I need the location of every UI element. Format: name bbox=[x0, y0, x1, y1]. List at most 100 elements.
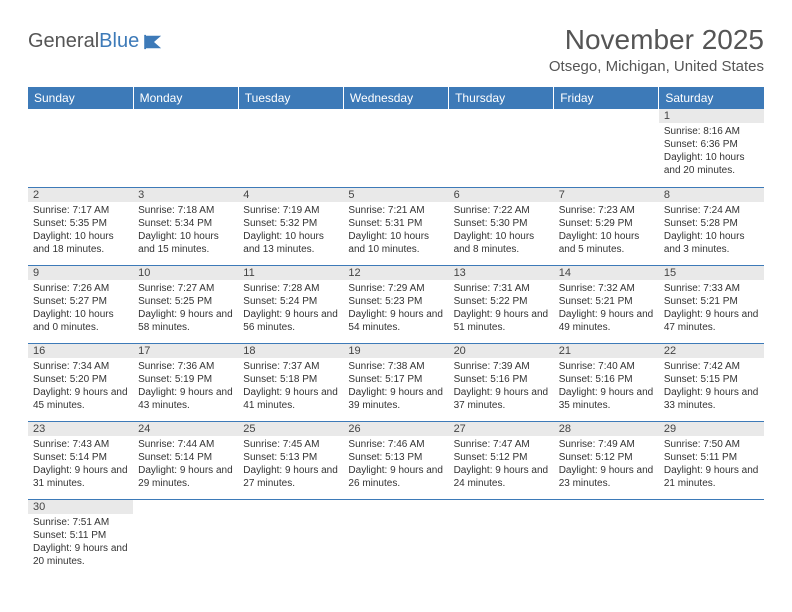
sunrise-text: Sunrise: 7:17 AM bbox=[33, 204, 128, 217]
day-number: 5 bbox=[343, 188, 448, 202]
sunrise-text: Sunrise: 7:24 AM bbox=[664, 204, 759, 217]
daylight-text: Daylight: 9 hours and 58 minutes. bbox=[138, 308, 233, 334]
daylight-text: Daylight: 9 hours and 31 minutes. bbox=[33, 464, 128, 490]
calendar-day: 24Sunrise: 7:44 AMSunset: 5:14 PMDayligh… bbox=[133, 421, 238, 499]
day-number: 28 bbox=[554, 422, 659, 436]
daylight-text: Daylight: 9 hours and 54 minutes. bbox=[348, 308, 443, 334]
calendar-day: 23Sunrise: 7:43 AMSunset: 5:14 PMDayligh… bbox=[28, 421, 133, 499]
calendar-day: 16Sunrise: 7:34 AMSunset: 5:20 PMDayligh… bbox=[28, 343, 133, 421]
day-number: 15 bbox=[659, 266, 764, 280]
day-number bbox=[28, 109, 133, 111]
sunset-text: Sunset: 5:16 PM bbox=[559, 373, 654, 386]
day-details: Sunrise: 7:17 AMSunset: 5:35 PMDaylight:… bbox=[28, 202, 133, 260]
sunrise-text: Sunrise: 7:21 AM bbox=[348, 204, 443, 217]
day-number: 10 bbox=[133, 266, 238, 280]
daylight-text: Daylight: 10 hours and 10 minutes. bbox=[348, 230, 443, 256]
calendar-day: 4Sunrise: 7:19 AMSunset: 5:32 PMDaylight… bbox=[238, 187, 343, 265]
calendar-day: 12Sunrise: 7:29 AMSunset: 5:23 PMDayligh… bbox=[343, 265, 448, 343]
sunset-text: Sunset: 5:23 PM bbox=[348, 295, 443, 308]
logo-word1: General bbox=[28, 30, 99, 52]
sunrise-text: Sunrise: 7:38 AM bbox=[348, 360, 443, 373]
day-details: Sunrise: 7:39 AMSunset: 5:16 PMDaylight:… bbox=[449, 358, 554, 416]
daylight-text: Daylight: 10 hours and 0 minutes. bbox=[33, 308, 128, 334]
day-details: Sunrise: 7:44 AMSunset: 5:14 PMDaylight:… bbox=[133, 436, 238, 494]
day-details: Sunrise: 7:38 AMSunset: 5:17 PMDaylight:… bbox=[343, 358, 448, 416]
sunset-text: Sunset: 5:32 PM bbox=[243, 217, 338, 230]
calendar-week: 9Sunrise: 7:26 AMSunset: 5:27 PMDaylight… bbox=[28, 265, 764, 343]
calendar-day bbox=[133, 109, 238, 187]
location: Otsego, Michigan, United States bbox=[549, 58, 764, 75]
calendar-day: 27Sunrise: 7:47 AMSunset: 5:12 PMDayligh… bbox=[449, 421, 554, 499]
day-number: 30 bbox=[28, 500, 133, 514]
daylight-text: Daylight: 9 hours and 21 minutes. bbox=[664, 464, 759, 490]
sunrise-text: Sunrise: 7:23 AM bbox=[559, 204, 654, 217]
day-number: 21 bbox=[554, 344, 659, 358]
day-details: Sunrise: 7:21 AMSunset: 5:31 PMDaylight:… bbox=[343, 202, 448, 260]
daylight-text: Daylight: 9 hours and 41 minutes. bbox=[243, 386, 338, 412]
day-details: Sunrise: 7:45 AMSunset: 5:13 PMDaylight:… bbox=[238, 436, 343, 494]
calendar-day: 7Sunrise: 7:23 AMSunset: 5:29 PMDaylight… bbox=[554, 187, 659, 265]
day-details: Sunrise: 7:27 AMSunset: 5:25 PMDaylight:… bbox=[133, 280, 238, 338]
day-number: 20 bbox=[449, 344, 554, 358]
daylight-text: Daylight: 10 hours and 20 minutes. bbox=[664, 151, 759, 177]
day-number bbox=[449, 500, 554, 502]
sunrise-text: Sunrise: 7:43 AM bbox=[33, 438, 128, 451]
day-details: Sunrise: 7:23 AMSunset: 5:29 PMDaylight:… bbox=[554, 202, 659, 260]
day-number: 7 bbox=[554, 188, 659, 202]
day-number: 6 bbox=[449, 188, 554, 202]
day-number: 29 bbox=[659, 422, 764, 436]
sunrise-text: Sunrise: 7:27 AM bbox=[138, 282, 233, 295]
calendar-day: 28Sunrise: 7:49 AMSunset: 5:12 PMDayligh… bbox=[554, 421, 659, 499]
day-number: 8 bbox=[659, 188, 764, 202]
daylight-text: Daylight: 9 hours and 43 minutes. bbox=[138, 386, 233, 412]
day-details: Sunrise: 7:42 AMSunset: 5:15 PMDaylight:… bbox=[659, 358, 764, 416]
calendar-day: 30Sunrise: 7:51 AMSunset: 5:11 PMDayligh… bbox=[28, 499, 133, 577]
sunset-text: Sunset: 5:29 PM bbox=[559, 217, 654, 230]
sunrise-text: Sunrise: 7:37 AM bbox=[243, 360, 338, 373]
day-number: 12 bbox=[343, 266, 448, 280]
calendar-day bbox=[554, 499, 659, 577]
daylight-text: Daylight: 9 hours and 24 minutes. bbox=[454, 464, 549, 490]
sunset-text: Sunset: 5:14 PM bbox=[138, 451, 233, 464]
sunrise-text: Sunrise: 7:50 AM bbox=[664, 438, 759, 451]
sunrise-text: Sunrise: 7:31 AM bbox=[454, 282, 549, 295]
sunrise-text: Sunrise: 7:45 AM bbox=[243, 438, 338, 451]
day-number: 3 bbox=[133, 188, 238, 202]
weekday-header: Saturday bbox=[659, 87, 764, 109]
calendar-day bbox=[28, 109, 133, 187]
sunrise-text: Sunrise: 7:47 AM bbox=[454, 438, 549, 451]
sunset-text: Sunset: 5:30 PM bbox=[454, 217, 549, 230]
daylight-text: Daylight: 9 hours and 23 minutes. bbox=[559, 464, 654, 490]
day-details: Sunrise: 7:46 AMSunset: 5:13 PMDaylight:… bbox=[343, 436, 448, 494]
day-number: 19 bbox=[343, 344, 448, 358]
title-block: November 2025 Otsego, Michigan, United S… bbox=[549, 24, 764, 75]
day-details: Sunrise: 7:28 AMSunset: 5:24 PMDaylight:… bbox=[238, 280, 343, 338]
day-number: 26 bbox=[343, 422, 448, 436]
day-number bbox=[554, 500, 659, 502]
daylight-text: Daylight: 10 hours and 15 minutes. bbox=[138, 230, 233, 256]
sunrise-text: Sunrise: 7:39 AM bbox=[454, 360, 549, 373]
calendar-day bbox=[238, 109, 343, 187]
month-title: November 2025 bbox=[549, 24, 764, 56]
sunrise-text: Sunrise: 7:18 AM bbox=[138, 204, 233, 217]
day-details: Sunrise: 7:37 AMSunset: 5:18 PMDaylight:… bbox=[238, 358, 343, 416]
day-number: 13 bbox=[449, 266, 554, 280]
day-number: 16 bbox=[28, 344, 133, 358]
sunrise-text: Sunrise: 7:28 AM bbox=[243, 282, 338, 295]
calendar-day bbox=[554, 109, 659, 187]
calendar-day bbox=[133, 499, 238, 577]
day-details: Sunrise: 7:47 AMSunset: 5:12 PMDaylight:… bbox=[449, 436, 554, 494]
weekday-header: Thursday bbox=[449, 87, 554, 109]
day-number: 25 bbox=[238, 422, 343, 436]
day-details: Sunrise: 7:40 AMSunset: 5:16 PMDaylight:… bbox=[554, 358, 659, 416]
day-details: Sunrise: 8:16 AMSunset: 6:36 PMDaylight:… bbox=[659, 123, 764, 181]
day-number bbox=[449, 109, 554, 111]
day-details: Sunrise: 7:49 AMSunset: 5:12 PMDaylight:… bbox=[554, 436, 659, 494]
day-number bbox=[554, 109, 659, 111]
sunset-text: Sunset: 5:22 PM bbox=[454, 295, 549, 308]
sunset-text: Sunset: 5:11 PM bbox=[33, 529, 128, 542]
day-number bbox=[133, 109, 238, 111]
weekday-header: Friday bbox=[554, 87, 659, 109]
sunset-text: Sunset: 5:31 PM bbox=[348, 217, 443, 230]
daylight-text: Daylight: 9 hours and 49 minutes. bbox=[559, 308, 654, 334]
